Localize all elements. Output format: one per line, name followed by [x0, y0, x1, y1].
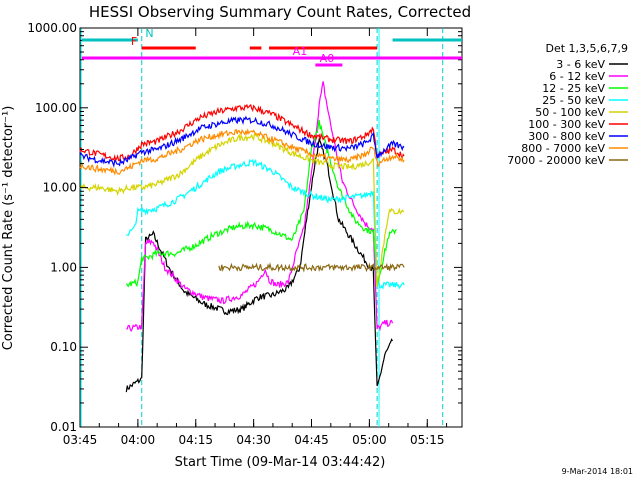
y-tick-label: 1.00: [50, 260, 77, 274]
series-line: [79, 132, 405, 287]
plot-area: [79, 27, 463, 428]
series-line: [126, 81, 394, 333]
series-line: [125, 137, 394, 393]
y-tick-label: 0.01: [50, 420, 77, 434]
legend-label: 6 - 12 keV: [549, 70, 605, 83]
legend-label: 3 - 6 keV: [556, 58, 605, 71]
legend-label: 800 - 7000 keV: [521, 142, 605, 155]
annotation-bars: NF A1 A0: [81, 27, 462, 67]
x-tick-label: 04:00: [121, 433, 156, 447]
series-line: [126, 158, 405, 290]
annotation-label: N: [145, 27, 153, 40]
legend-label: 100 - 300 keV: [528, 118, 605, 131]
x-tick-label: 04:30: [236, 433, 271, 447]
legend-label: 7000 - 20000 keV: [507, 154, 605, 167]
legend-title: Det 1,3,5,6,7,9: [545, 42, 628, 55]
chart-title: HESSI Observing Summary Count Rates, Cor…: [89, 3, 471, 21]
y-axis-label: Corrected Count Rate (s⁻¹ detector⁻¹): [1, 106, 16, 351]
y-tick-label: 100.00: [35, 101, 77, 115]
legend-label: 25 - 50 keV: [542, 94, 605, 107]
y-tick-label: 0.10: [50, 340, 77, 354]
x-axis-label: Start Time (09-Mar-14 03:44:42): [175, 455, 386, 470]
series-line: [79, 103, 405, 163]
legend-label: 300 - 800 keV: [528, 130, 605, 143]
annotation-label: F: [131, 35, 137, 48]
legend-label: 50 - 100 keV: [535, 106, 605, 119]
series-line: [125, 119, 397, 288]
legend-label: 12 - 25 keV: [542, 82, 605, 95]
annotation-label: A1: [293, 45, 308, 58]
series-line: [79, 115, 405, 168]
y-tick-label: 10.00: [43, 181, 77, 195]
annotation-label: A0: [320, 52, 335, 65]
plot-frame: [79, 27, 463, 428]
y-tick-label: 1000.00: [27, 21, 77, 35]
x-tick-label: 04:15: [178, 433, 213, 447]
series-line: [79, 128, 405, 176]
footer-date: 9-Mar-2014 18:01: [562, 467, 633, 476]
x-tick-label: 04:45: [294, 433, 329, 447]
x-tick-label: 05:00: [352, 433, 387, 447]
series-line: [218, 262, 405, 273]
x-tick-label: 03:45: [63, 433, 98, 447]
x-tick-label: 05:15: [410, 433, 445, 447]
